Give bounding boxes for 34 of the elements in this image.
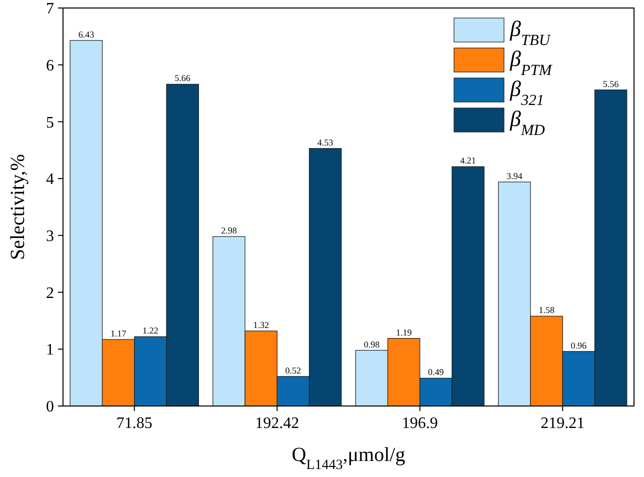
y-tick-label: 4 — [46, 171, 54, 188]
x-axis-title: Q$_{L1443}$,μmol/g — [292, 444, 406, 472]
data-label: 6.43 — [78, 29, 95, 40]
y-tick-label: 2 — [46, 284, 54, 302]
data-label: 1.19 — [396, 327, 412, 338]
x-tick-label: 219.21 — [540, 415, 585, 432]
data-label: 4.53 — [317, 137, 334, 148]
y-tick-label: 3 — [46, 228, 54, 246]
legend-label: β$_{321}$ — [509, 76, 544, 108]
y-axis-title: Selectivity,% — [7, 154, 29, 260]
y-tick-label: 5 — [46, 114, 54, 132]
data-label: 5.66 — [174, 73, 191, 84]
data-label: 1.22 — [142, 326, 158, 336]
data-label: 5.56 — [602, 78, 620, 89]
data-label: 3.94 — [506, 170, 523, 181]
y-tick-label: 0 — [46, 398, 54, 416]
data-label: 0.49 — [428, 367, 444, 378]
y-tick-label: 7 — [46, 0, 54, 18]
y-tick-label: 6 — [46, 57, 54, 74]
data-label: 0.52 — [285, 365, 302, 376]
legend-label: β$_{TBU}$ — [509, 16, 551, 48]
legend-label: β$_{PTM}$ — [509, 46, 553, 78]
x-tick-label: 196.9 — [402, 415, 438, 432]
data-label: 1.32 — [253, 320, 269, 330]
data-label: 1.17 — [110, 328, 127, 338]
x-tick-label: 192.42 — [255, 415, 300, 432]
data-label: 4.21 — [460, 156, 476, 166]
y-tick-label: 1 — [46, 342, 54, 359]
data-label: 1.58 — [538, 305, 555, 316]
data-label: 0.96 — [570, 340, 588, 350]
data-label: 2.98 — [221, 226, 238, 236]
x-tick-label: 71.85 — [116, 415, 152, 432]
data-label: 0.98 — [364, 339, 380, 350]
legend-label: β$_{MD}$ — [509, 106, 545, 138]
